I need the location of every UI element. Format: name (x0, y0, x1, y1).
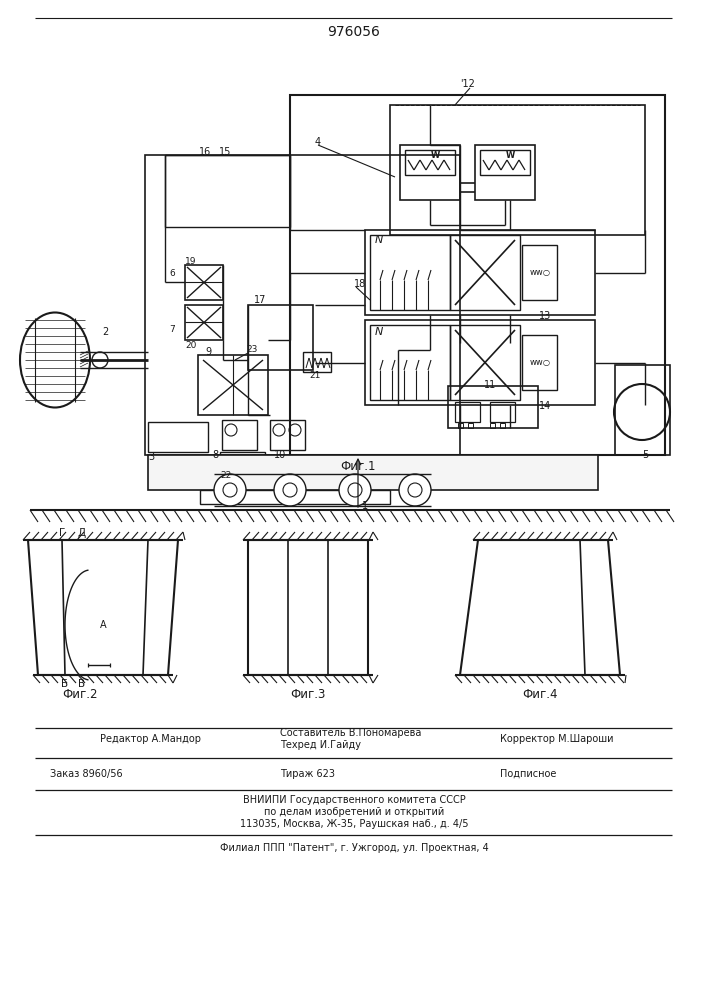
Bar (145, 155, 460, 455)
Bar (248, 305, 313, 370)
Text: N: N (375, 327, 383, 337)
Text: 6: 6 (169, 269, 175, 278)
Circle shape (339, 474, 371, 506)
Text: 18: 18 (354, 279, 366, 289)
Text: 21: 21 (309, 370, 321, 379)
Text: 15: 15 (218, 147, 231, 157)
Text: N: N (375, 235, 383, 245)
Text: 19: 19 (185, 257, 197, 266)
Bar (270, 420, 305, 450)
Bar (185, 305, 223, 340)
Text: 16: 16 (199, 147, 211, 157)
Text: Фиг.4: Фиг.4 (522, 688, 558, 702)
Text: 5: 5 (642, 450, 648, 460)
Text: 22: 22 (220, 472, 231, 481)
Circle shape (348, 483, 362, 497)
Text: 976056: 976056 (327, 25, 380, 39)
Text: Д: Д (78, 528, 86, 538)
Bar (198, 355, 268, 415)
Circle shape (399, 474, 431, 506)
Text: Корректор М.Шароши: Корректор М.Шароши (500, 734, 614, 744)
Text: W: W (506, 150, 515, 159)
Bar (303, 352, 331, 372)
Text: 17: 17 (254, 295, 267, 305)
Text: 20: 20 (185, 340, 197, 350)
Text: 4: 4 (315, 137, 321, 147)
Polygon shape (460, 540, 620, 675)
Text: 7: 7 (169, 326, 175, 334)
Bar (165, 155, 290, 227)
Bar (450, 325, 520, 400)
Text: ww○: ww○ (530, 359, 551, 367)
Text: Фиг.2: Фиг.2 (62, 688, 98, 702)
Text: 14: 14 (539, 401, 551, 411)
Text: Филиал ППП "Патент", г. Ужгород, ул. Проектная, 4: Филиал ППП "Патент", г. Ужгород, ул. Про… (220, 843, 489, 853)
Text: '12: '12 (460, 79, 475, 89)
Text: 13: 13 (539, 311, 551, 321)
Text: 2: 2 (102, 327, 108, 337)
Bar (475, 145, 535, 200)
Text: 23: 23 (246, 346, 257, 355)
Text: Б: Б (62, 679, 69, 689)
Text: 113035, Москва, Ж-35, Раушская наб., д. 4/5: 113035, Москва, Ж-35, Раушская наб., д. … (240, 819, 468, 829)
Bar (448, 386, 538, 428)
Polygon shape (248, 540, 368, 675)
Bar (455, 402, 480, 422)
Text: В: В (78, 679, 86, 689)
Bar (222, 420, 257, 450)
Bar (200, 490, 350, 504)
Bar (148, 422, 208, 452)
Text: Г: Г (59, 528, 65, 538)
Bar (400, 145, 460, 200)
Bar (290, 95, 665, 455)
Circle shape (274, 474, 306, 506)
Circle shape (214, 474, 246, 506)
Text: А: А (100, 620, 107, 630)
Bar (500, 423, 505, 428)
Text: Тираж 623: Тираж 623 (280, 769, 335, 779)
Bar (458, 423, 463, 428)
Bar (450, 235, 520, 310)
Text: Фиг.1: Фиг.1 (340, 460, 375, 473)
Text: 8: 8 (212, 450, 218, 460)
Text: 11: 11 (484, 380, 496, 390)
Text: 1: 1 (362, 501, 368, 511)
Bar (365, 230, 595, 315)
Bar (365, 320, 595, 405)
Text: Подписное: Подписное (500, 769, 556, 779)
Bar (522, 335, 557, 390)
Bar (405, 150, 455, 175)
Text: ww○: ww○ (530, 268, 551, 277)
Bar (360, 490, 390, 504)
Polygon shape (28, 540, 178, 675)
Text: Редактор А.Мандор: Редактор А.Мандор (100, 734, 201, 744)
Bar (185, 265, 223, 300)
Bar (480, 150, 530, 175)
Bar (148, 455, 598, 490)
Bar (468, 423, 473, 428)
Text: Техред И.Гайду: Техред И.Гайду (280, 740, 361, 750)
Bar (490, 402, 515, 422)
Text: 3: 3 (148, 452, 154, 462)
Text: 9: 9 (205, 347, 211, 357)
Bar (490, 423, 495, 428)
Bar (370, 325, 450, 400)
Text: ВНИИПИ Государственного комитета СССР: ВНИИПИ Государственного комитета СССР (243, 795, 465, 805)
Text: Заказ 8960/56: Заказ 8960/56 (50, 769, 122, 779)
Circle shape (283, 483, 297, 497)
Text: Фиг.3: Фиг.3 (291, 688, 326, 702)
Bar (220, 452, 265, 470)
Bar (615, 365, 670, 455)
Bar (522, 245, 557, 300)
Circle shape (223, 483, 237, 497)
Text: W: W (431, 150, 440, 159)
Bar (390, 105, 645, 235)
Bar (370, 235, 450, 310)
Text: по делам изобретений и открытий: по делам изобретений и открытий (264, 807, 444, 817)
Text: Составитель В.Пономарева: Составитель В.Пономарева (280, 728, 421, 738)
Text: 10: 10 (274, 450, 286, 460)
Circle shape (408, 483, 422, 497)
